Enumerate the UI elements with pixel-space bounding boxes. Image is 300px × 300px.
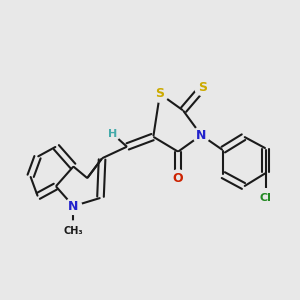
Text: N: N: [68, 200, 79, 213]
Circle shape: [106, 128, 120, 141]
Text: N: N: [196, 129, 206, 142]
Circle shape: [195, 79, 211, 95]
Circle shape: [65, 198, 82, 214]
Circle shape: [64, 221, 83, 241]
Text: S: S: [155, 87, 164, 101]
Text: H: H: [108, 129, 118, 139]
Circle shape: [193, 127, 209, 143]
Circle shape: [256, 189, 275, 207]
Text: O: O: [173, 172, 183, 184]
Text: CH₃: CH₃: [64, 226, 83, 236]
Text: S: S: [198, 81, 207, 94]
Circle shape: [152, 85, 168, 102]
Circle shape: [170, 170, 186, 186]
Text: Cl: Cl: [260, 193, 272, 203]
